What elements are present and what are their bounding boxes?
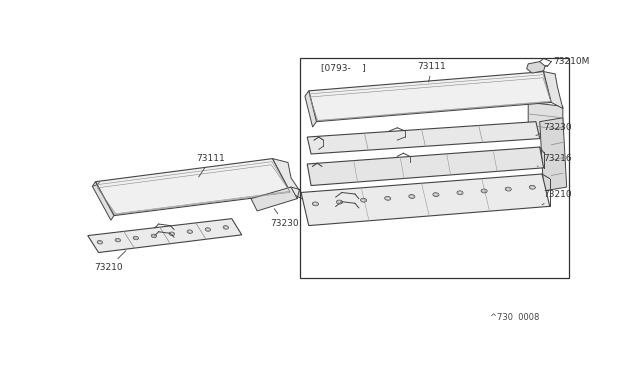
Text: 73111: 73111 <box>196 154 225 177</box>
Polygon shape <box>273 158 307 201</box>
Text: [0793-    ]: [0793- ] <box>321 63 366 72</box>
Text: 73111: 73111 <box>417 62 446 82</box>
Text: 73230: 73230 <box>536 123 572 135</box>
Polygon shape <box>251 187 297 211</box>
Polygon shape <box>305 91 316 127</box>
Polygon shape <box>540 118 566 191</box>
Text: 73210M: 73210M <box>545 57 589 66</box>
Polygon shape <box>95 158 291 216</box>
Polygon shape <box>307 147 543 186</box>
Polygon shape <box>307 122 540 154</box>
Text: 73230: 73230 <box>270 209 299 228</box>
Polygon shape <box>301 174 550 225</box>
Polygon shape <box>527 62 545 73</box>
Text: 73210: 73210 <box>542 190 572 205</box>
Bar <box>300 58 569 278</box>
Polygon shape <box>92 182 114 220</box>
Polygon shape <box>308 71 551 122</box>
Polygon shape <box>528 102 563 135</box>
Polygon shape <box>543 71 563 109</box>
Text: 73216: 73216 <box>538 154 572 166</box>
Text: 73210: 73210 <box>94 251 126 272</box>
Text: ^730  0008: ^730 0008 <box>490 314 540 323</box>
Polygon shape <box>88 219 242 253</box>
